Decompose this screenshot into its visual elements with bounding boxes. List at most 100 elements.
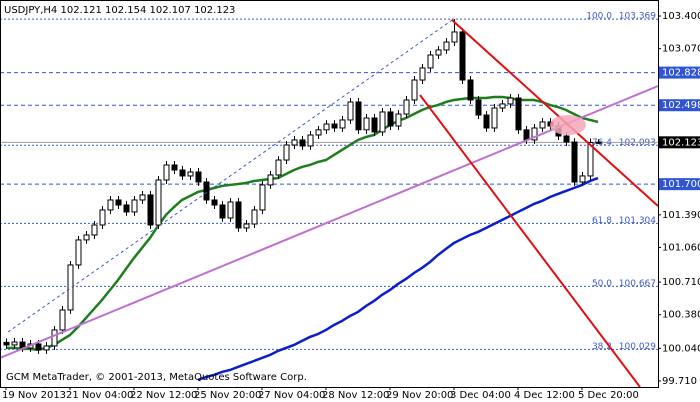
candle-body xyxy=(507,97,514,105)
candle-body xyxy=(403,99,410,115)
moving-average xyxy=(197,176,599,382)
candle-body xyxy=(67,264,74,311)
fib-ratio: 100.0 xyxy=(586,12,612,22)
fib-value: 103.369 xyxy=(619,12,656,22)
candle-body xyxy=(83,234,90,241)
trend-line xyxy=(0,85,659,359)
level-label: 102.498 xyxy=(662,100,700,111)
level-label: 102.828 xyxy=(662,68,700,79)
candle-body xyxy=(563,135,570,143)
candle-body xyxy=(43,345,50,351)
y-tick-label: 101.390 xyxy=(662,210,700,221)
candle-body xyxy=(339,119,346,129)
candle-body xyxy=(475,99,482,116)
candle-body xyxy=(179,169,186,177)
candle-body xyxy=(3,341,10,346)
candle-body xyxy=(219,204,226,219)
candle-body xyxy=(347,101,354,121)
candle-body xyxy=(275,159,282,176)
candle-body xyxy=(531,127,538,141)
moving-average xyxy=(6,95,599,352)
candle-body xyxy=(355,101,362,131)
candle-body xyxy=(131,199,138,213)
candle-body xyxy=(331,123,338,129)
candle-body xyxy=(539,121,546,129)
level-label: 101.700 xyxy=(662,179,700,190)
candle-body xyxy=(195,171,202,183)
level-box xyxy=(659,178,700,191)
x-tick-label: 4 Dec 12:00 xyxy=(514,390,575,401)
x-tick-label: 19 Nov 2013 xyxy=(2,390,66,401)
highlight xyxy=(550,115,586,135)
candle-body xyxy=(147,194,154,226)
candle-body xyxy=(51,329,58,347)
candle-body xyxy=(467,79,474,101)
x-tick-label: 29 Nov 20:00 xyxy=(386,390,453,401)
y-tick-label: 99.710 xyxy=(662,376,697,387)
x-tick-label: 5 Dec 20:00 xyxy=(578,390,639,401)
candle-body xyxy=(227,201,234,219)
candle-body xyxy=(571,141,578,183)
candle-body xyxy=(11,341,18,346)
candle-body xyxy=(387,111,394,127)
current-price-box xyxy=(659,136,700,149)
candle-body xyxy=(499,103,506,109)
fib-ratio: 38.2 xyxy=(592,342,612,352)
candle-body xyxy=(235,201,242,229)
candle-body xyxy=(443,41,450,51)
candle-body xyxy=(211,199,218,206)
candle-body xyxy=(155,179,162,226)
y-tick-label: 100.710 xyxy=(662,277,700,288)
current-price-label: 102.123 xyxy=(662,137,700,148)
candle-body xyxy=(299,139,306,147)
candle-body xyxy=(203,181,210,201)
candle-body xyxy=(163,164,170,181)
x-tick-label: 25 Nov 20:00 xyxy=(194,390,261,401)
drawn-objects xyxy=(0,17,659,388)
candle-body xyxy=(171,164,178,171)
x-tick-label: 22 Nov 12:00 xyxy=(130,390,197,401)
candle-body xyxy=(75,239,82,266)
candle-body xyxy=(587,142,594,177)
fib-value: 100.029 xyxy=(619,342,656,352)
candle-body xyxy=(595,141,602,144)
candle-body xyxy=(395,113,402,127)
candle-body xyxy=(259,184,266,211)
y-tick-label: 103.400 xyxy=(662,11,700,22)
fib-trend-line xyxy=(7,17,456,333)
candle-body xyxy=(99,209,106,226)
y-tick-label: 103.070 xyxy=(662,44,700,55)
level-box xyxy=(659,66,700,79)
candle-body xyxy=(491,107,498,129)
x-tick-label: 27 Nov 04:00 xyxy=(258,390,325,401)
plot-frame xyxy=(0,0,659,388)
candle-body xyxy=(35,343,42,351)
candle-body xyxy=(115,199,122,206)
x-tick-label: 28 Nov 12:00 xyxy=(322,390,389,401)
candle-body xyxy=(187,171,194,177)
candle-body xyxy=(435,49,442,56)
candle-body xyxy=(59,309,66,331)
candle-body xyxy=(291,139,298,146)
candle-body xyxy=(419,67,426,81)
channel-lower xyxy=(419,94,641,388)
candle-body xyxy=(459,31,466,81)
candle-body xyxy=(371,117,378,133)
y-tick-label: 100.040 xyxy=(662,343,700,354)
candle-body xyxy=(379,111,386,133)
candle-body xyxy=(315,129,322,136)
candle-body xyxy=(427,54,434,69)
y-tick-label: 100.380 xyxy=(662,310,700,321)
candle-body xyxy=(307,134,314,147)
y-tick-label: 101.060 xyxy=(662,242,700,253)
channel-upper xyxy=(451,19,659,207)
fib-value: 100.667 xyxy=(619,279,656,289)
candle-body xyxy=(91,224,98,236)
fib-ratio: 61.8 xyxy=(592,216,612,226)
candle-body xyxy=(243,223,250,229)
fib-value: 101.304 xyxy=(619,216,656,226)
candle-body xyxy=(523,129,530,141)
candle-body xyxy=(107,199,114,211)
candle-body xyxy=(139,194,146,201)
